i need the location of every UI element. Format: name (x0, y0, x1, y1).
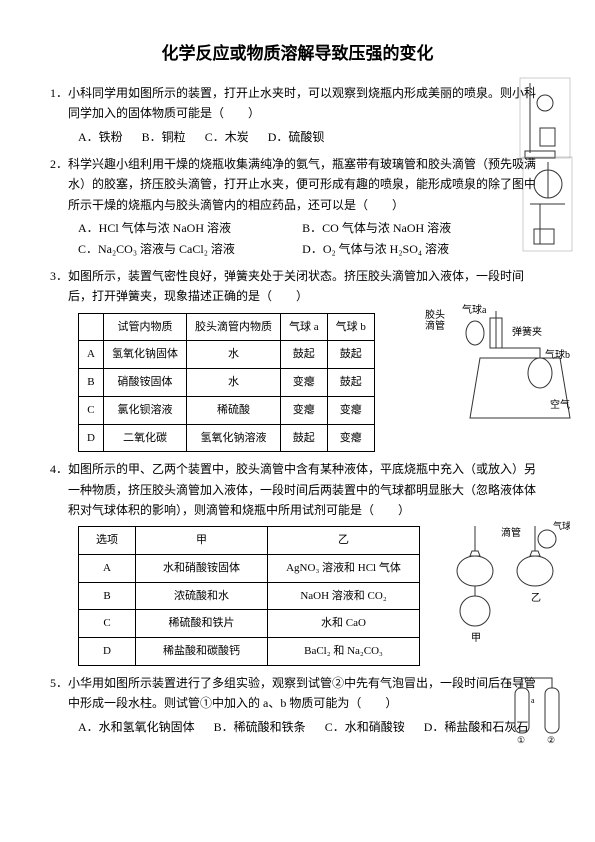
q4-text: 如图所示的甲、乙两个装置中，胶头滴管中含有某种液体，平底烧瓶中充入（或放入）另一… (68, 462, 536, 517)
q3-r2c0: C (79, 396, 104, 424)
diagram-q1 (515, 73, 575, 163)
q4-r0c1: 水和硝酸铵固体 (136, 555, 268, 583)
q4-r0c2: AgNO₃ 溶液和 HCl 气体 (268, 555, 420, 583)
q3-r1c3: 变瘪 (280, 369, 327, 397)
question-4: 4．如图所示的甲、乙两个装置中，胶头滴管中含有某种液体，平底烧瓶中充入（或放入）… (50, 459, 545, 666)
q1-opt-d: D．硫酸钡 (268, 130, 325, 144)
svg-text:气球a: 气球a (462, 303, 487, 316)
svg-text:气球b: 气球b (545, 348, 570, 361)
page-title: 化学反应或物质溶解导致压强的变化 (50, 40, 545, 69)
diagram-q4: 滴管 甲 乙 气球 (445, 521, 570, 651)
q3-r0c0: A (79, 341, 104, 369)
q4-r1c1: 浓硫酸和水 (136, 582, 268, 610)
q4-r3c0: D (79, 638, 136, 666)
svg-text:空气: 空气 (550, 398, 570, 411)
question-2: 2．科学兴趣小组利用干燥的烧瓶收集满纯净的氨气，瓶塞带有玻璃管和胶头滴管（预先吸… (50, 154, 545, 259)
q2-text: 科学兴趣小组利用干燥的烧瓶收集满纯净的氨气，瓶塞带有玻璃管和胶头滴管（预先吸满水… (68, 157, 536, 212)
q1-opt-a: A．铁粉 (78, 130, 123, 144)
q3-text: 如图所示，装置气密性良好，弹簧夹处于关闭状态。挤压胶头滴管加入液体，一段时间后，… (68, 269, 524, 303)
q3-r3c2: 氢氧化钠溶液 (186, 424, 280, 452)
q3-r2c1: 氯化钡溶液 (103, 396, 186, 424)
question-3: 3．如图所示，装置气密性良好，弹簧夹处于关闭状态。挤压胶头滴管加入液体，一段时间… (50, 266, 545, 452)
q4-r3c2: BaCl₂ 和 Na₂CO₃ (268, 638, 420, 666)
q4-r2c0: C (79, 610, 136, 638)
q4-th-0: 选项 (79, 527, 136, 555)
diagram-q3: 胶头 滴管 气球a 弹簧夹 气球b 空气 (420, 303, 575, 433)
svg-text:弹簧夹: 弹簧夹 (512, 325, 542, 338)
q4-r2c2: 水和 CaO (268, 610, 420, 638)
q1-opt-c: C．木炭 (205, 130, 249, 144)
q3-r1c2: 水 (186, 369, 280, 397)
q3-r0c2: 水 (186, 341, 280, 369)
q3-th-2: 胶头滴管内物质 (186, 313, 280, 341)
q3-table: 试管内物质 胶头滴管内物质 气球 a 气球 b A 氢氧化钠固体 水 鼓起 鼓起… (78, 313, 375, 452)
svg-text:乙: 乙 (531, 592, 541, 604)
question-1: 1．小科同学用如图所示的装置，打开止水夹时，可以观察到烧瓶内形成美丽的喷泉。则小… (50, 83, 545, 147)
diagram-q5: b ① ② a (505, 668, 575, 748)
q3-r2c2: 稀硫酸 (186, 396, 280, 424)
q3-th-1: 试管内物质 (103, 313, 186, 341)
svg-text:滴管: 滴管 (501, 526, 521, 539)
q3-r0c1: 氢氧化钠固体 (103, 341, 186, 369)
q3-num: 3． (50, 269, 68, 283)
q4-th-1: 甲 (136, 527, 268, 555)
q5-opt-a: A．水和氢氧化钠固体 (78, 720, 195, 734)
q2-opt-b: B．CO 气体与浓 NaOH 溶液 (302, 218, 526, 238)
svg-text:a: a (531, 696, 535, 705)
svg-text:②: ② (547, 735, 555, 745)
q2-opt-a: A．HCl 气体与浓 NaOH 溶液 (78, 218, 302, 238)
q3-th-0 (79, 313, 104, 341)
q3-r0c3: 鼓起 (280, 341, 327, 369)
svg-text:滴管: 滴管 (425, 319, 445, 332)
q3-r1c4: 鼓起 (327, 369, 374, 397)
q4-r1c0: B (79, 582, 136, 610)
q3-r1c1: 硝酸铵固体 (103, 369, 186, 397)
q4-r1c2: NaOH 溶液和 CO₂ (268, 582, 420, 610)
q5-num: 5． (50, 676, 68, 690)
q4-num: 4． (50, 462, 68, 476)
q1-text: 小科同学用如图所示的装置，打开止水夹时，可以观察到烧瓶内形成美丽的喷泉。则小科同… (68, 86, 536, 120)
q1-num: 1． (50, 86, 68, 100)
q3-r3c3: 鼓起 (280, 424, 327, 452)
q4-r2c1: 稀硫酸和铁片 (136, 610, 268, 638)
svg-text:①: ① (517, 735, 525, 745)
q5-opt-c: C．水和硝酸铵 (325, 720, 405, 734)
q3-r1c0: B (79, 369, 104, 397)
q3-r3c4: 变瘪 (327, 424, 374, 452)
svg-text:胶头: 胶头 (425, 308, 445, 321)
q4-th-2: 乙 (268, 527, 420, 555)
q3-r2c4: 变瘪 (327, 396, 374, 424)
q3-r0c4: 鼓起 (327, 341, 374, 369)
q3-r2c3: 变瘪 (280, 396, 327, 424)
q2-opt-c: C．Na₂CO₃ 溶液与 CaCl₂ 溶液 (78, 239, 302, 259)
q2-opt-d: D．O₂ 气体与浓 H₂SO₄ 溶液 (302, 239, 526, 259)
q4-table: 选项 甲 乙 A 水和硝酸铵固体 AgNO₃ 溶液和 HCl 气体 B 浓硫酸和… (78, 526, 420, 665)
svg-text:甲: 甲 (471, 633, 481, 644)
q4-r3c1: 稀盐酸和碳酸钙 (136, 638, 268, 666)
q3-r3c0: D (79, 424, 104, 452)
svg-text:气球: 气球 (553, 521, 570, 531)
q1-opt-b: B．铜粒 (142, 130, 186, 144)
q3-th-4: 气球 b (327, 313, 374, 341)
q3-r3c1: 二氧化碳 (103, 424, 186, 452)
q2-num: 2． (50, 157, 68, 171)
q5-opt-b: B．稀硫酸和铁条 (214, 720, 306, 734)
svg-text:b: b (507, 678, 512, 688)
q5-text: 小华用如图所示装置进行了多组实验，观察到试管②中先有气泡冒出，一段时间后在导管中… (68, 676, 536, 710)
question-5: b ① ② a 5．小华用如图所示装置进行了多组实验，观察到试管②中先有气泡冒出… (50, 673, 545, 737)
diagram-q2 (520, 154, 575, 254)
q3-th-3: 气球 a (280, 313, 327, 341)
q4-r0c0: A (79, 555, 136, 583)
